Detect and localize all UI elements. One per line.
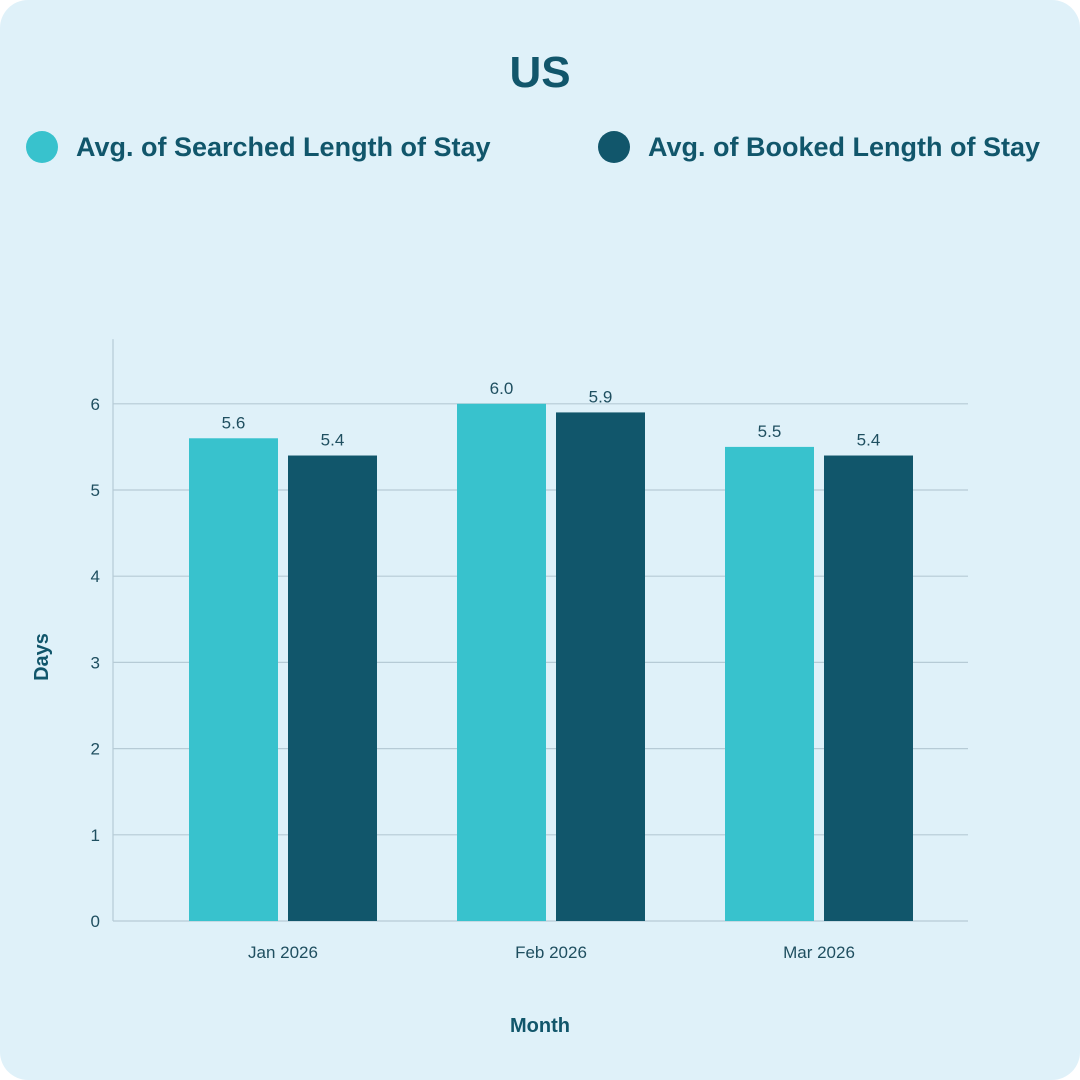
- legend-marker-searched: [26, 131, 58, 163]
- legend-label-searched: Avg. of Searched Length of Stay: [76, 131, 491, 162]
- y-tick-label: 6: [91, 395, 100, 414]
- bar-booked: [824, 455, 913, 921]
- data-label: 5.4: [857, 431, 881, 450]
- legend-marker-booked: [597, 131, 630, 163]
- bar-booked: [556, 412, 645, 921]
- legend-item-searched[interactable]: Avg. of Searched Length of Stay: [26, 131, 491, 163]
- data-label: 6.0: [490, 379, 514, 398]
- legend: Avg. of Searched Length of Stay Avg. of …: [26, 131, 1040, 163]
- x-axis-title: Month: [510, 1015, 570, 1037]
- bar-booked: [288, 455, 377, 921]
- data-label: 5.9: [589, 387, 613, 406]
- chart-title: US: [509, 48, 571, 97]
- y-axis-title: Days: [31, 633, 53, 681]
- y-tick-label: 0: [91, 912, 100, 931]
- legend-label-booked: Avg. of Booked Length of Stay: [647, 131, 1040, 162]
- data-label: 5.4: [321, 431, 345, 450]
- y-tick-label: 5: [91, 481, 100, 500]
- bar-searched: [725, 446, 814, 921]
- x-tick-label: Feb 2026: [515, 943, 587, 962]
- bar-searched: [457, 403, 546, 921]
- y-tick-label: 4: [91, 567, 100, 586]
- x-tick-label: Mar 2026: [783, 943, 855, 962]
- y-tick-label: 2: [91, 740, 100, 759]
- data-label: 5.6: [222, 413, 246, 432]
- y-tick-label: 1: [91, 826, 100, 845]
- bar-searched: [189, 438, 278, 921]
- data-label: 5.5: [758, 422, 782, 441]
- legend-item-booked[interactable]: Avg. of Booked Length of Stay: [597, 131, 1040, 163]
- y-tick-label: 3: [91, 653, 100, 672]
- x-tick-label: Jan 2026: [248, 943, 318, 962]
